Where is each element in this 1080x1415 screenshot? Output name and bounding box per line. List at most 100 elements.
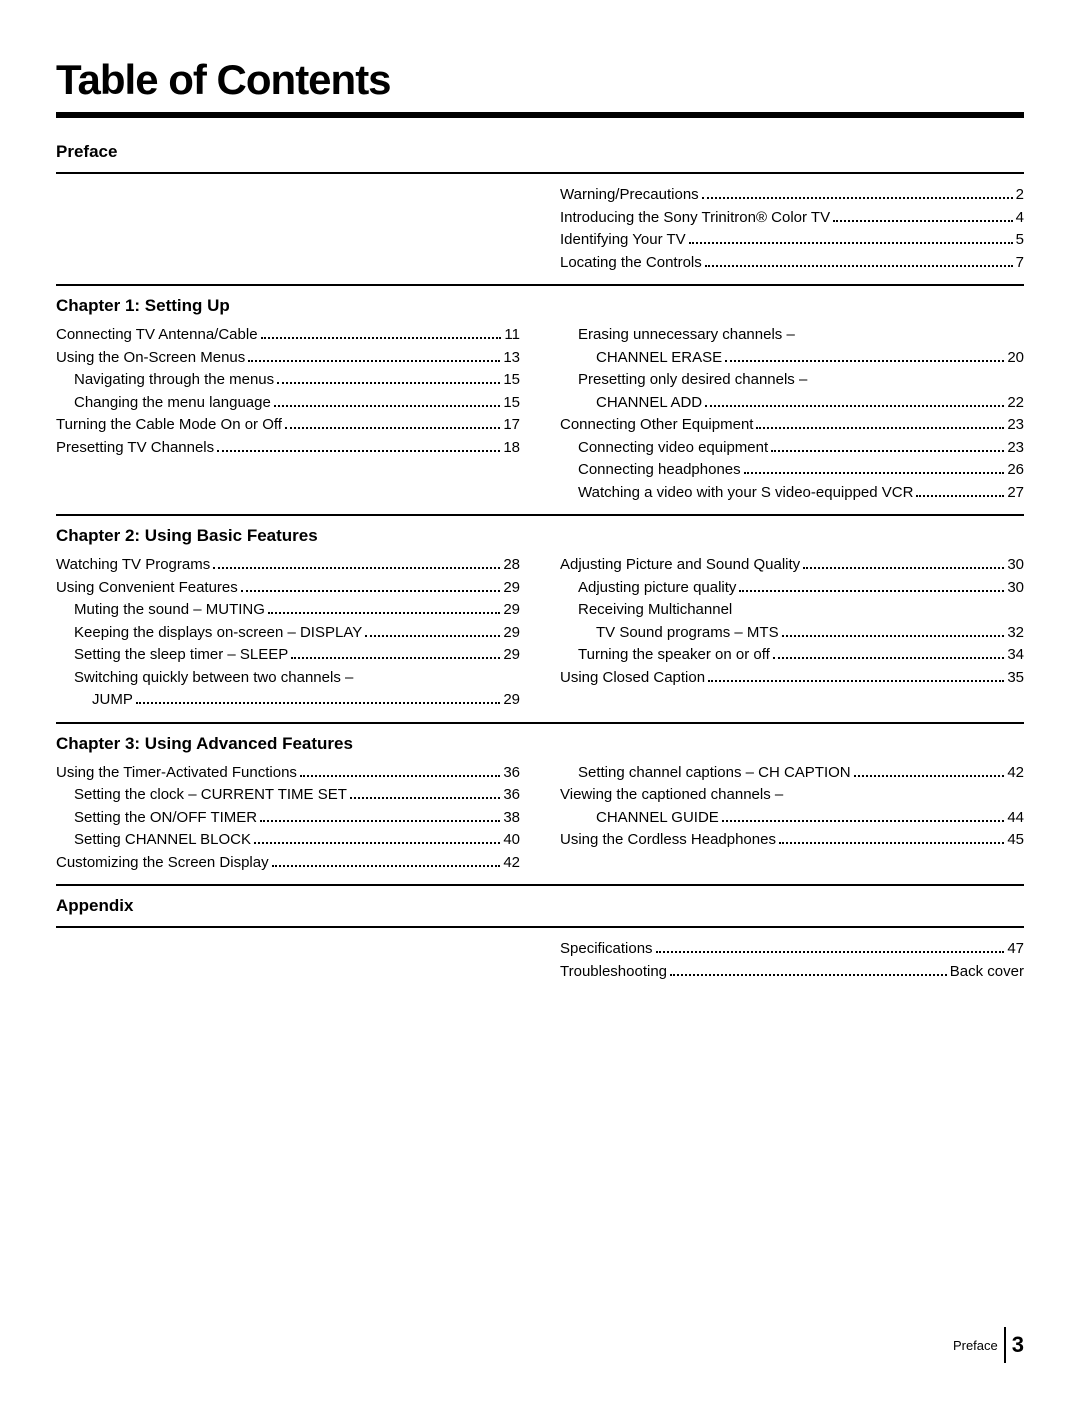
toc-entry-label: Using Closed Caption — [560, 667, 705, 690]
toc-entry-page: 23 — [1007, 414, 1024, 437]
toc-entry-page: 40 — [503, 829, 520, 852]
preface-right-col: Warning/Precautions2Introducing the Sony… — [560, 184, 1024, 274]
toc-entry: Presetting only desired channels – — [560, 369, 1024, 392]
toc-entry: Connecting video equipment23 — [560, 437, 1024, 460]
toc-entry-label: Setting the ON/OFF TIMER — [74, 807, 257, 830]
toc-entry-page: 36 — [503, 784, 520, 807]
toc-entry: Presetting TV Channels18 — [56, 437, 520, 460]
toc-entry-label: Using the Cordless Headphones — [560, 829, 776, 852]
toc-leader-dots — [916, 483, 1004, 496]
divider — [56, 722, 1024, 724]
toc-entry: JUMP29 — [56, 689, 520, 712]
toc-entry-label: Turning the speaker on or off — [578, 644, 770, 667]
toc-leader-dots — [702, 186, 1013, 199]
footer-separator — [1004, 1327, 1006, 1363]
toc-leader-dots — [854, 763, 1005, 776]
toc-entry: Viewing the captioned channels – — [560, 784, 1024, 807]
toc-entry-page: 29 — [503, 622, 520, 645]
section-heading-ch2: Chapter 2: Using Basic Features — [56, 526, 1024, 546]
toc-entry-page: 35 — [1007, 667, 1024, 690]
toc-entry-page: 32 — [1007, 622, 1024, 645]
toc-entry-page: 38 — [503, 807, 520, 830]
toc-entry: Muting the sound – MUTING 29 — [56, 599, 520, 622]
toc-entry-label: Setting CHANNEL BLOCK — [74, 829, 251, 852]
toc-leader-dots — [722, 808, 1005, 821]
toc-entry: Receiving Multichannel — [560, 599, 1024, 622]
toc-entry-page: 22 — [1007, 392, 1024, 415]
toc-entry: TV Sound programs – MTS 32 — [560, 622, 1024, 645]
toc-entry: Specifications47 — [560, 938, 1024, 961]
toc-entry-label: Connecting headphones — [578, 459, 741, 482]
preface-left-col — [56, 184, 520, 274]
title-rule — [56, 112, 1024, 118]
toc-entry-page: 34 — [1007, 644, 1024, 667]
toc-entry: Using the Timer-Activated Functions36 — [56, 762, 520, 785]
toc-leader-dots — [261, 326, 502, 339]
toc-entry-label: Adjusting Picture and Sound Quality — [560, 554, 800, 577]
toc-entry: Using Closed Caption 35 — [560, 667, 1024, 690]
section-heading-ch3: Chapter 3: Using Advanced Features — [56, 734, 1024, 754]
toc-entry: Warning/Precautions2 — [560, 184, 1024, 207]
footer-label: Preface — [953, 1338, 998, 1353]
toc-entry: Setting channel captions – CH CAPTION 42 — [560, 762, 1024, 785]
toc-entry-label: Keeping the displays on-screen – DISPLAY — [74, 622, 362, 645]
toc-entry-page: Back cover — [950, 961, 1024, 984]
toc-entry-page: 17 — [503, 414, 520, 437]
toc-entry-page: 15 — [503, 369, 520, 392]
toc-entry-label: Locating the Controls — [560, 252, 702, 275]
toc-entry: Using the On-Screen Menus13 — [56, 347, 520, 370]
toc-leader-dots — [260, 808, 500, 821]
toc-entry-label: Setting the clock – CURRENT TIME SET — [74, 784, 347, 807]
toc-leader-dots — [291, 646, 500, 659]
toc-leader-dots — [782, 623, 1005, 636]
toc-entry: Connecting Other Equipment23 — [560, 414, 1024, 437]
toc-leader-dots — [217, 438, 500, 451]
toc-entry-page: 13 — [503, 347, 520, 370]
toc-entry: Erasing unnecessary channels – — [560, 324, 1024, 347]
appendix-left-col — [56, 938, 520, 983]
toc-entry-label: Connecting TV Antenna/Cable — [56, 324, 258, 347]
page-title: Table of Contents — [56, 56, 1024, 104]
toc-entry: Keeping the displays on-screen – DISPLAY… — [56, 622, 520, 645]
toc-entry-label: Turning the Cable Mode On or Off — [56, 414, 282, 437]
toc-entry-label: Setting channel captions – CH CAPTION — [578, 762, 851, 785]
toc-entry: Watching a video with your S video-equip… — [560, 482, 1024, 505]
toc-entry-page: 29 — [503, 599, 520, 622]
ch1-columns: Connecting TV Antenna/Cable11Using the O… — [56, 324, 1024, 504]
toc-entry-page: 27 — [1007, 482, 1024, 505]
toc-leader-dots — [213, 556, 500, 569]
section-heading-ch1: Chapter 1: Setting Up — [56, 296, 1024, 316]
section-heading-preface: Preface — [56, 142, 1024, 162]
toc-entry: Turning the speaker on or off 34 — [560, 644, 1024, 667]
toc-entry: CHANNEL GUIDE44 — [560, 807, 1024, 830]
toc-leader-dots — [756, 416, 1004, 429]
toc-leader-dots — [705, 253, 1013, 266]
toc-leader-dots — [274, 393, 500, 406]
toc-entry-page: 23 — [1007, 437, 1024, 460]
toc-leader-dots — [272, 853, 501, 866]
appendix-right-col: Specifications47TroubleshootingBack cove… — [560, 938, 1024, 983]
toc-entry: Setting the clock – CURRENT TIME SET 36 — [56, 784, 520, 807]
toc-entry-label: Warning/Precautions — [560, 184, 699, 207]
toc-entry-page: 5 — [1016, 229, 1024, 252]
toc-entry-label: Customizing the Screen Display — [56, 852, 269, 875]
toc-entry: Using the Cordless Headphones45 — [560, 829, 1024, 852]
divider — [56, 284, 1024, 286]
preface-columns: Warning/Precautions2Introducing the Sony… — [56, 184, 1024, 274]
divider — [56, 172, 1024, 174]
toc-leader-dots — [771, 438, 1004, 451]
toc-entry-page: 30 — [1007, 554, 1024, 577]
toc-entry-label: Muting the sound – MUTING — [74, 599, 265, 622]
toc-entry-page: 20 — [1007, 347, 1024, 370]
toc-entry-page: 42 — [1007, 762, 1024, 785]
toc-entry-page: 36 — [503, 762, 520, 785]
toc-leader-dots — [670, 962, 947, 975]
toc-entry-page: 28 — [503, 554, 520, 577]
toc-entry-page: 4 — [1016, 207, 1024, 230]
toc-entry-page: 29 — [503, 689, 520, 712]
ch2-right-col: Adjusting Picture and Sound Quality30Adj… — [560, 554, 1024, 712]
toc-entry-page: 30 — [1007, 577, 1024, 600]
section-heading-appendix: Appendix — [56, 896, 1024, 916]
appendix-columns: Specifications47TroubleshootingBack cove… — [56, 938, 1024, 983]
toc-entry-label: TV Sound programs – MTS — [596, 622, 779, 645]
